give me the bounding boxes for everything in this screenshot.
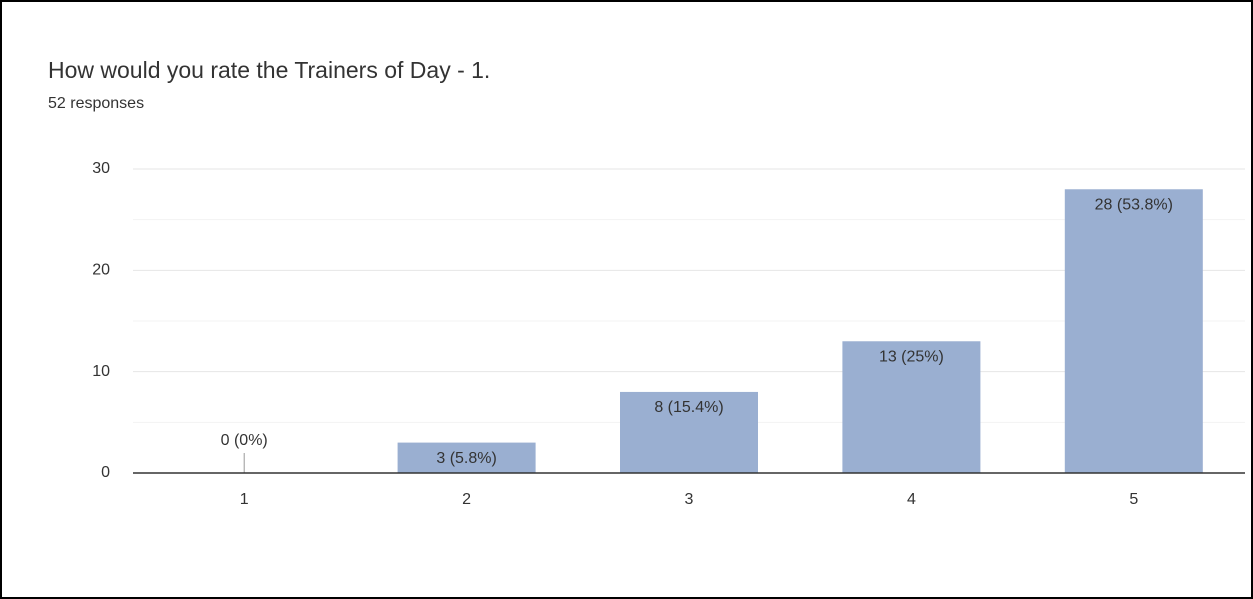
bar [620, 391, 758, 473]
y-tick-label: 30 [92, 160, 110, 177]
data-label: 3 (5.8%) [436, 450, 496, 467]
chart-title: How would you rate the Trainers of Day -… [48, 57, 490, 83]
data-label: 8 (15.4%) [654, 399, 723, 416]
data-label: 13 (25%) [879, 348, 944, 365]
x-tick-label: 3 [685, 491, 694, 508]
x-tick-label: 5 [1129, 491, 1138, 508]
x-tick-label: 2 [462, 491, 471, 508]
data-label: 28 (53.8%) [1095, 196, 1173, 213]
bar [842, 341, 981, 473]
x-tick-label: 4 [907, 491, 916, 508]
y-tick-label: 0 [101, 464, 110, 481]
chart-subtitle: 52 responses [48, 95, 144, 112]
bar [1064, 189, 1203, 473]
bar [397, 442, 536, 473]
data-label: 0 (0%) [221, 432, 268, 449]
y-tick-label: 20 [92, 262, 110, 279]
y-tick-label: 10 [92, 363, 110, 380]
x-tick-label: 1 [240, 491, 249, 508]
